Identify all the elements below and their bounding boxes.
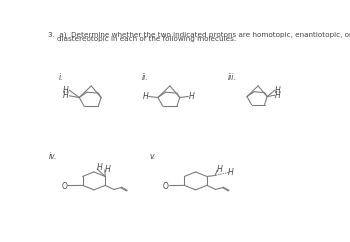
Text: iii.: iii. <box>228 73 237 82</box>
Text: H: H <box>97 163 102 172</box>
Text: i.: i. <box>59 73 63 82</box>
Text: H: H <box>217 165 223 174</box>
Text: ii.: ii. <box>141 73 148 82</box>
Text: O: O <box>163 182 169 191</box>
Text: H: H <box>142 92 148 101</box>
Text: H: H <box>228 168 234 177</box>
Text: O: O <box>61 182 67 191</box>
Text: H: H <box>63 86 69 95</box>
Text: H: H <box>105 165 110 174</box>
Text: H: H <box>275 86 280 95</box>
Text: iv.: iv. <box>49 152 57 161</box>
Text: diastereotopic in each of the following molecules.: diastereotopic in each of the following … <box>48 36 236 42</box>
Text: H: H <box>189 92 195 101</box>
Text: H: H <box>275 91 280 100</box>
Text: v.: v. <box>149 152 156 161</box>
Text: H: H <box>63 91 69 100</box>
Text: 3.  a)  Determine whether the two indicated protons are homotopic, enantiotopic,: 3. a) Determine whether the two indicate… <box>48 32 350 38</box>
